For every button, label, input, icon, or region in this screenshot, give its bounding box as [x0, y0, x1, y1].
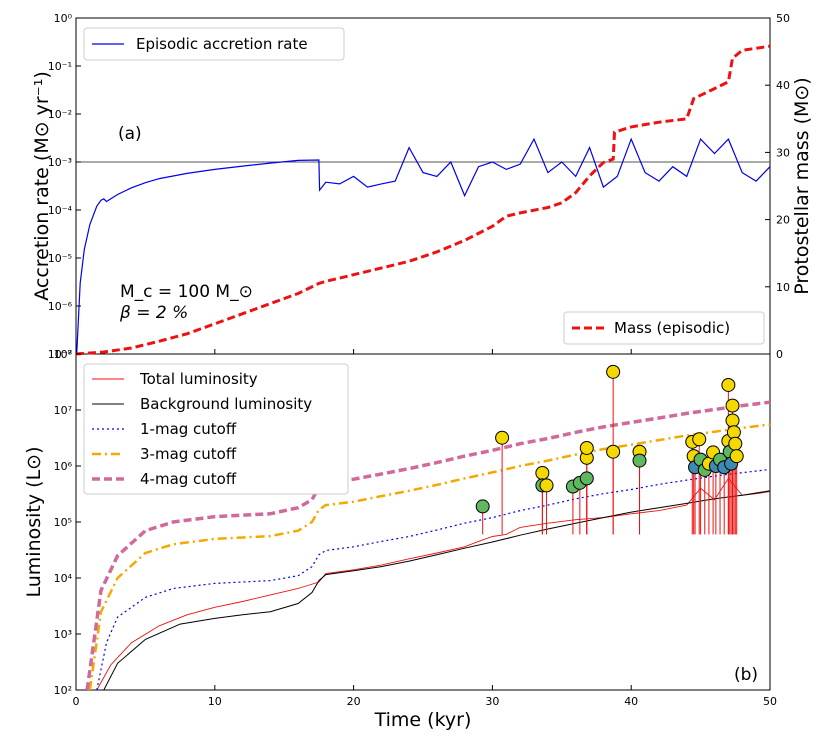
panel-a-ylabel-left: Accretion rate (M⊙ yr⁻¹) [31, 71, 53, 301]
burst-marker-4 [539, 478, 554, 493]
y-tick-a-left-label-6: 10⁻¹ [48, 60, 72, 73]
panel-b-xlabel: Time (kyr) [374, 709, 472, 731]
burst-marker-31 [726, 425, 741, 440]
series-3mag-cutoff [88, 423, 771, 691]
x-tick-label-3: 30 [485, 695, 499, 708]
y-tick-b-label-5: 10⁷ [54, 404, 72, 417]
y-tick-a-right-label-0: 0 [776, 348, 783, 361]
x-tick-label-1: 10 [208, 695, 222, 708]
legend-label-accretion: Episodic accretion rate [136, 35, 308, 53]
panel-b-axes: 0 10 20 30 40 50 10² 10³ 10⁴ 10⁵ 10⁶ 10⁷ 10⁸ [54, 348, 777, 708]
y-tick-a-left-label-1: 10⁻⁶ [48, 300, 73, 313]
burst-marker-2 [535, 465, 550, 480]
burst-marker-17 [692, 432, 707, 447]
y-tick-a-right-label-3: 30 [776, 146, 790, 159]
x-tick-label-4: 40 [624, 695, 638, 708]
y-tick-b-label-2: 10⁴ [54, 572, 73, 585]
legend-label-total: Total luminosity [139, 370, 258, 388]
legend-label-mass: Mass (episodic) [614, 319, 730, 337]
x-tick-label-0: 0 [73, 695, 80, 708]
y-tick-b-label-1: 10³ [54, 628, 72, 641]
x-tick-label-5: 50 [763, 695, 777, 708]
y-tick-a-left-label-4: 10⁻³ [48, 156, 72, 169]
y-tick-b-label-6: 10⁸ [54, 348, 73, 361]
y-tick-a-right-label-2: 20 [776, 214, 790, 227]
burst-marker-32 [728, 436, 743, 451]
y-tick-a-left-label-5: 10⁻² [48, 108, 72, 121]
y-tick-a-right-label-4: 40 [776, 79, 790, 92]
y-tick-a-left-label-7: 10⁰ [54, 12, 73, 25]
burst-marker-9 [579, 471, 594, 486]
x-tick-label-2: 20 [347, 695, 361, 708]
annotation-mc: M_c = 100 M_⊙ [120, 282, 253, 302]
burst-marker-29 [725, 398, 740, 413]
legend-label-4mag: 4-mag cutoff [140, 470, 237, 488]
panel-b-plot-area [85, 364, 771, 691]
legend-b: Total luminosity Background luminosity 1… [83, 363, 349, 495]
y-tick-a-left-label-2: 10⁻⁵ [48, 252, 72, 265]
burst-marker-25 [721, 377, 736, 392]
series-background-luminosity [103, 490, 771, 691]
annotation-beta: β = 2 % [119, 303, 188, 323]
panel-a-label: (a) [118, 124, 142, 144]
y-tick-b-label-3: 10⁵ [54, 516, 72, 529]
panel-b-label: (b) [734, 665, 758, 685]
legend-label-1mag: 1-mag cutoff [140, 420, 237, 438]
burst-marker-10 [606, 364, 621, 379]
burst-marker-30 [725, 413, 740, 428]
y-tick-b-label-4: 10⁶ [54, 460, 73, 473]
burst-marker-33 [729, 449, 744, 464]
series-total-luminosity [96, 477, 771, 691]
series-mass-episodic [75, 44, 771, 356]
panel-a-ylabel-right: Protostellar mass (M⊙) [791, 77, 813, 294]
y-tick-a-left-label-3: 10⁻⁴ [48, 204, 73, 217]
y-tick-a-right-label-1: 10 [776, 281, 790, 294]
burst-marker-0 [475, 499, 490, 514]
y-tick-b-label-0: 10² [54, 684, 72, 697]
series-4mag-cutoff [85, 400, 771, 691]
burst-marker-13 [632, 453, 647, 468]
panel-a-plot-area [75, 44, 771, 356]
panel-a-axes: 10⁻⁷ 10⁻⁶ 10⁻⁵ 10⁻⁴ 10⁻³ 10⁻² 10⁻¹ 10⁰ 0 10 20 30 40… [48, 12, 790, 361]
burst-marker-8 [579, 440, 594, 455]
series-episodic-accretion-rate [76, 137, 771, 355]
legend-label-3mag: 3-mag cutoff [140, 445, 237, 463]
series-1mag-cutoff [96, 468, 771, 691]
y-tick-a-right-label-5: 50 [776, 12, 790, 25]
panel-b-ylabel: Luminosity (L⊙) [23, 447, 45, 598]
y-tick-a-left-label-0: 10⁻⁷ [48, 348, 72, 361]
burst-marker-11 [606, 444, 621, 459]
burst-marker-1 [495, 430, 510, 445]
legend-label-background: Background luminosity [140, 395, 312, 413]
legend-a-mass: Mass (episodic) [563, 311, 765, 345]
legend-a-accretion: Episodic accretion rate [83, 27, 345, 61]
